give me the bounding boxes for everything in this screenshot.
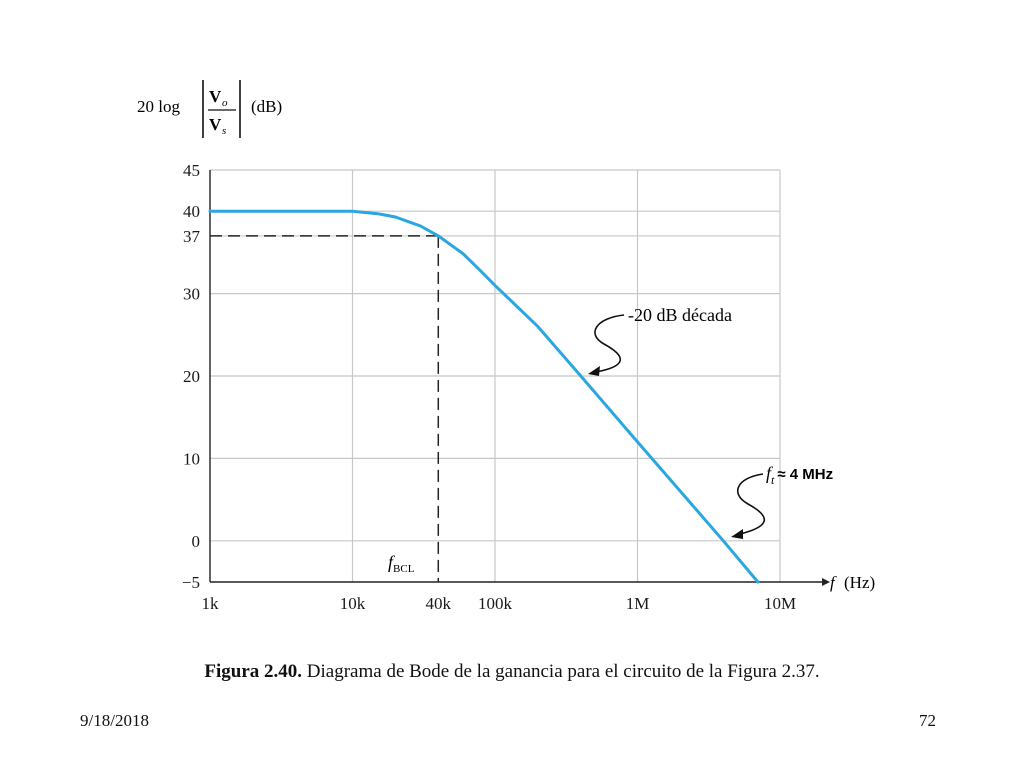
y-tick-label: 0 [192,532,201,551]
series [208,209,760,584]
annotation-slope: -20 dB década [588,305,732,376]
x-tick-label: 100k [478,594,513,613]
x-tick-label: 40k [426,594,452,613]
ft-arrow-curve [737,473,766,535]
gain-curve [208,209,760,584]
y-label-numerator: V [209,87,222,106]
figure-caption: Figura 2.40. Diagrama de Bode de la gana… [0,661,1024,683]
tick-labels: 45 40 37 30 20 10 0 −51k 10k 40k 100k 1M 10M [182,161,796,613]
y-tick-label: 10 [183,449,200,468]
x-label-unit: (Hz) [844,573,875,592]
y-tick-label: −5 [182,573,200,592]
axes [209,170,830,586]
y-label-denominator: V [209,115,222,134]
ft-label: ft ≈ 4 MHz [766,463,833,487]
caption-bold: Figura 2.40. [204,661,303,682]
x-tick-label: 1M [626,594,650,613]
annotation-fbcl: fBCL [384,548,432,575]
fbcl-label: fBCL [388,552,415,575]
footer-date: 9/18/2018 [80,711,149,730]
slope-arrow-head [588,366,600,376]
x-tick-label: 10M [764,594,796,613]
ft-arrow-head [731,529,743,539]
x-tick-label: 10k [340,594,366,613]
y-label-prefix: 20 log [137,97,180,116]
x-tick-label: 1k [202,594,220,613]
y-tick-label: 20 [183,367,200,386]
x-axis-label: f (Hz) [830,573,875,592]
y-axis-label: 20 log V o V s (dB) [137,80,282,138]
slope-arrow-curve [594,314,625,373]
fbcl-label-bg [384,548,432,574]
y-tick-label: 30 [183,285,200,304]
caption-text: Diagrama de Bode de la ganancia para el … [302,661,820,682]
y-label-numerator-sub: o [222,97,228,109]
y-tick-label: 40 [183,202,200,221]
y-tick-label: 37 [183,227,201,246]
y-tick-label: 45 [183,161,200,180]
page-number: 72 [919,711,936,730]
slope-label: -20 dB década [628,305,732,325]
x-label-symbol: f [830,573,837,592]
y-label-unit: (dB) [251,97,282,116]
dashed-guides [210,235,440,582]
x-axis-arrow [822,578,830,586]
y-label-denominator-sub: s [222,125,226,137]
annotation-ft: ft ≈ 4 MHz [731,463,833,539]
grid [210,169,781,582]
